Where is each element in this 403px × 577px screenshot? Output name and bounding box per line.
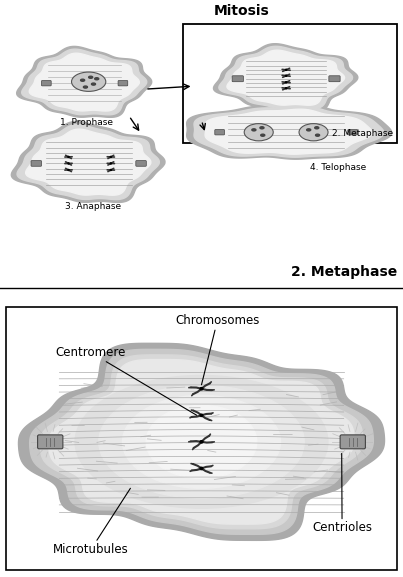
- Ellipse shape: [72, 72, 106, 91]
- Ellipse shape: [75, 376, 328, 508]
- Polygon shape: [30, 349, 373, 534]
- Text: Centromere: Centromere: [55, 346, 197, 415]
- Polygon shape: [17, 46, 152, 117]
- Ellipse shape: [81, 79, 85, 81]
- Text: 2. Metaphase: 2. Metaphase: [332, 129, 393, 138]
- Ellipse shape: [83, 86, 87, 88]
- Circle shape: [285, 82, 287, 83]
- Polygon shape: [48, 359, 355, 524]
- FancyBboxPatch shape: [348, 130, 357, 135]
- FancyBboxPatch shape: [329, 76, 340, 82]
- Circle shape: [285, 88, 287, 89]
- Ellipse shape: [316, 134, 320, 136]
- FancyBboxPatch shape: [42, 81, 51, 86]
- FancyBboxPatch shape: [340, 435, 366, 449]
- Circle shape: [68, 163, 69, 164]
- Text: Mitosis: Mitosis: [214, 5, 270, 18]
- Ellipse shape: [261, 134, 265, 136]
- Polygon shape: [214, 44, 358, 111]
- Polygon shape: [187, 104, 392, 159]
- Circle shape: [200, 388, 203, 390]
- Ellipse shape: [315, 127, 319, 129]
- Ellipse shape: [252, 129, 256, 131]
- Text: 3. Anaphase: 3. Anaphase: [64, 202, 121, 211]
- Circle shape: [285, 69, 287, 70]
- Polygon shape: [17, 125, 159, 200]
- Polygon shape: [227, 50, 345, 105]
- Text: Microtubules: Microtubules: [53, 488, 131, 556]
- Ellipse shape: [123, 395, 280, 488]
- FancyBboxPatch shape: [118, 81, 128, 86]
- FancyBboxPatch shape: [31, 160, 42, 166]
- Text: 2. Metaphase: 2. Metaphase: [291, 265, 397, 279]
- Text: 4. Telophase: 4. Telophase: [310, 163, 367, 173]
- Polygon shape: [22, 49, 147, 115]
- Circle shape: [200, 414, 203, 417]
- Ellipse shape: [260, 127, 264, 129]
- Circle shape: [68, 156, 69, 158]
- Circle shape: [285, 75, 287, 76]
- Text: 1. Prophase: 1. Prophase: [60, 118, 113, 128]
- Ellipse shape: [307, 129, 311, 131]
- Circle shape: [110, 156, 112, 158]
- Text: Centrioles: Centrioles: [312, 454, 372, 534]
- Ellipse shape: [95, 78, 99, 80]
- FancyBboxPatch shape: [215, 130, 224, 135]
- Ellipse shape: [89, 76, 93, 78]
- Polygon shape: [26, 129, 151, 195]
- Ellipse shape: [91, 83, 96, 85]
- Polygon shape: [40, 355, 363, 529]
- FancyBboxPatch shape: [136, 160, 146, 166]
- Ellipse shape: [244, 123, 273, 141]
- FancyBboxPatch shape: [37, 435, 63, 449]
- Polygon shape: [205, 109, 372, 154]
- Text: Chromosomes: Chromosomes: [175, 314, 260, 385]
- Circle shape: [110, 163, 112, 164]
- Ellipse shape: [299, 123, 328, 141]
- Circle shape: [200, 467, 203, 470]
- Polygon shape: [29, 53, 139, 111]
- Ellipse shape: [146, 405, 257, 478]
- Circle shape: [200, 441, 203, 443]
- FancyBboxPatch shape: [232, 76, 243, 82]
- Bar: [183, 24, 397, 143]
- Polygon shape: [19, 343, 384, 540]
- Polygon shape: [219, 46, 353, 109]
- Polygon shape: [11, 121, 165, 203]
- Ellipse shape: [99, 385, 304, 498]
- Polygon shape: [194, 106, 384, 157]
